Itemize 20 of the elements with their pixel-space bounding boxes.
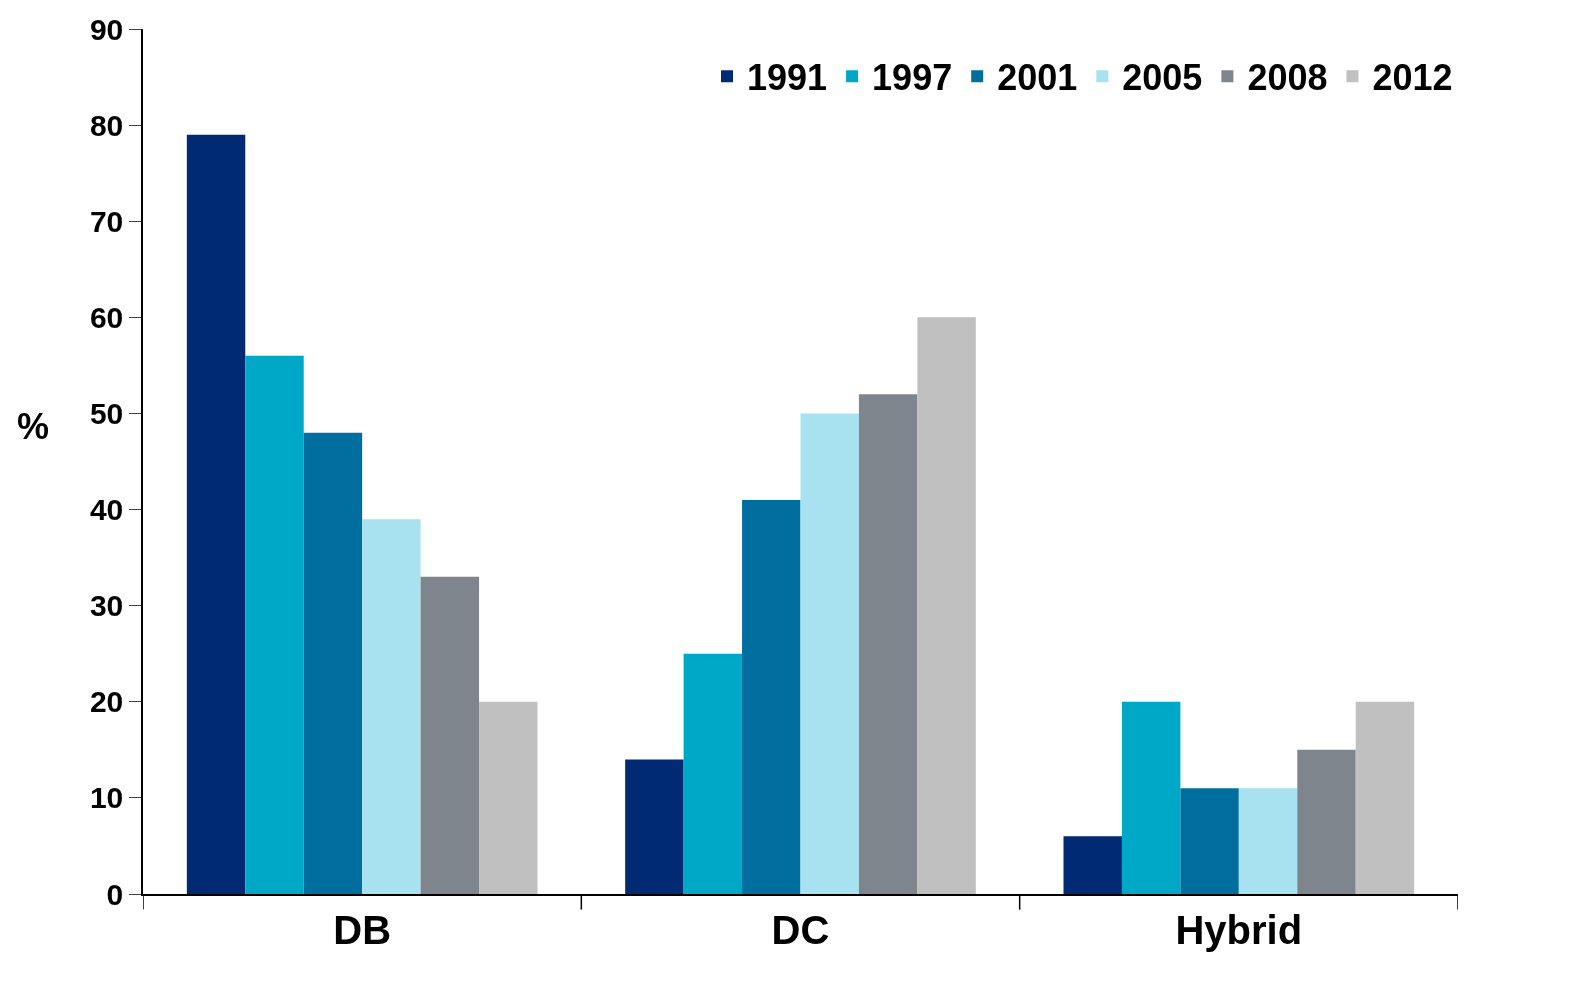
y-tick-label: 70: [89, 204, 124, 238]
legend-label: 2008: [1247, 57, 1328, 99]
y-tick-label: 20: [89, 685, 124, 719]
legend-label: 1997: [872, 57, 953, 99]
y-tick-label: 50: [89, 396, 124, 430]
legend-label: 1991: [747, 57, 828, 99]
y-tick-label: 30: [89, 589, 124, 623]
legend-label: 2012: [1372, 57, 1453, 99]
x-tick-label: Hybrid: [1175, 907, 1303, 952]
legend-label: 2001: [997, 57, 1078, 99]
y-tick-label: 10: [89, 781, 124, 815]
x-tick-label: DC: [771, 907, 830, 952]
y-tick-label: 0: [106, 877, 124, 911]
y-axis-title: %: [17, 406, 50, 447]
y-tick-label: 80: [89, 108, 124, 142]
y-tick-label: 40: [89, 493, 124, 527]
y-tick-label: 90: [89, 12, 124, 46]
x-tick-label: DB: [333, 907, 392, 952]
legend-label: 2005: [1122, 57, 1203, 99]
y-tick-label: 60: [89, 300, 124, 334]
